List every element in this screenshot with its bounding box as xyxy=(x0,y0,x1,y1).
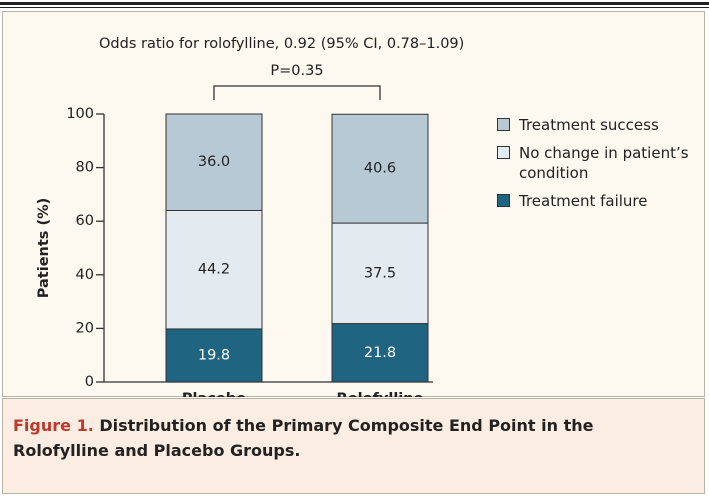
bracket xyxy=(213,85,381,100)
legend-swatch xyxy=(497,146,510,159)
data-label: 40.6 xyxy=(364,161,396,177)
bar-segment xyxy=(331,113,429,224)
y-tick-label: 0 xyxy=(85,374,94,390)
top-rule xyxy=(0,7,709,8)
y-tick-label: 60 xyxy=(76,213,94,229)
x-tick-label: Rolofylline xyxy=(337,391,424,397)
legend-swatch xyxy=(497,118,510,131)
caption-label: Figure 1. xyxy=(13,416,94,435)
data-label: 44.2 xyxy=(198,262,230,278)
y-tick-label: 80 xyxy=(76,160,94,176)
legend-item: Treatment failure xyxy=(497,191,707,211)
legend-swatch xyxy=(497,194,510,207)
y-tick-label: 20 xyxy=(76,320,94,336)
bar-segment xyxy=(165,113,263,211)
legend-label: No change in patient’s condition xyxy=(519,144,689,182)
data-label: 19.8 xyxy=(198,347,230,363)
top-rule xyxy=(0,2,709,5)
caption: Figure 1. Distribution of the Primary Co… xyxy=(2,398,705,494)
x-tick-label: Placebo xyxy=(182,391,246,397)
y-axis-label: Patients (%) xyxy=(36,198,52,298)
bar-segment xyxy=(331,323,429,383)
legend: Treatment success No change in patient’s … xyxy=(497,115,707,219)
data-label: 21.8 xyxy=(364,345,396,361)
annotation: Odds ratio for rolofylline, 0.92 (95% CI… xyxy=(99,36,464,52)
data-label: 36.0 xyxy=(198,154,230,170)
caption-text: Distribution of the Primary Composite En… xyxy=(13,416,594,460)
annotation: P=0.35 xyxy=(270,63,323,79)
y-tick-label: 100 xyxy=(66,106,94,122)
y-tick-label: 40 xyxy=(76,267,94,283)
chart: Odds ratio for rolofylline, 0.92 (95% CI… xyxy=(36,36,464,397)
legend-label: Treatment success xyxy=(519,116,659,134)
legend-item: Treatment success xyxy=(497,115,707,135)
data-label: 37.5 xyxy=(364,265,396,281)
legend-item: No change in patient’s condition xyxy=(497,143,707,183)
legend-label: Treatment failure xyxy=(519,192,648,210)
bar-segment xyxy=(165,328,263,383)
